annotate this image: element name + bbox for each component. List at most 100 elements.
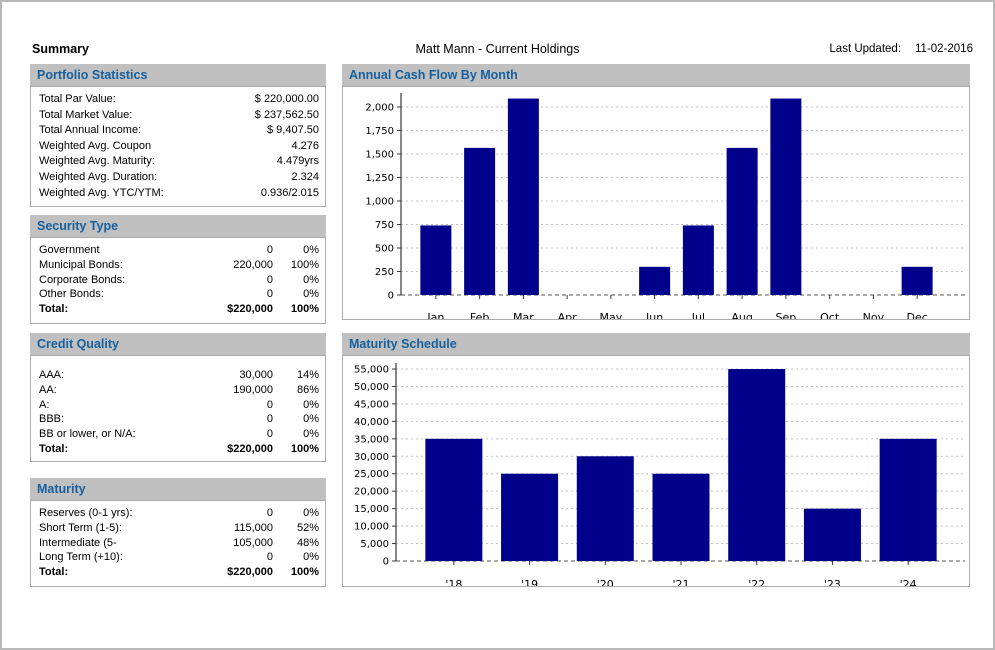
bar-24 bbox=[879, 438, 937, 561]
x-tick-label: '18 bbox=[445, 578, 462, 586]
table-row: Government 0 0% bbox=[31, 243, 325, 258]
row-label: Total: bbox=[39, 566, 69, 579]
table-row: Total: $220,000 100% bbox=[31, 565, 325, 580]
x-tick-label: Sep bbox=[776, 311, 797, 319]
x-tick-label: '20 bbox=[597, 578, 614, 586]
row-pct: 48% bbox=[296, 536, 319, 549]
last-updated-label: Last Updated: bbox=[829, 43, 902, 55]
bar-Jul bbox=[682, 225, 714, 295]
table-row: A: 0 0% bbox=[31, 398, 325, 413]
annual-cash-flow-chart: 0 250 500 750 1,000 1,250 1,500 1,750 2,000 Jan Fe… bbox=[365, 93, 965, 319]
row-label: Corporate Bonds: bbox=[39, 273, 126, 286]
table-row: Total: $220,000 100% bbox=[31, 302, 325, 317]
y-tick-label: 1,500 bbox=[365, 150, 394, 161]
row-value: 2.324 bbox=[291, 170, 319, 183]
table-row: Weighted Avg. Maturity: 4.479yrs bbox=[31, 154, 325, 170]
row-label: Municipal Bonds: bbox=[39, 258, 123, 271]
row-value: $ 9,407.50 bbox=[267, 124, 319, 137]
x-tick-label: Jun bbox=[645, 311, 663, 319]
row-label: A: bbox=[39, 398, 50, 411]
y-tick-label: 40,000 bbox=[354, 417, 389, 428]
table-row: Weighted Avg. Duration: 2.324 bbox=[31, 170, 325, 186]
y-tick-label: 25,000 bbox=[354, 469, 389, 480]
x-tick-label: Apr bbox=[558, 311, 578, 319]
row-pct: 0% bbox=[303, 507, 319, 519]
y-tick-label: 0 bbox=[383, 557, 389, 568]
row-label: Long Term (+10): bbox=[39, 551, 123, 564]
row-label: Weighted Avg. Duration: bbox=[39, 170, 158, 183]
y-tick-label: 5,000 bbox=[360, 539, 389, 550]
row-value: $ 237,562.50 bbox=[254, 108, 319, 121]
row-label: Weighted Avg. YTC/YTM: bbox=[39, 186, 164, 199]
row-label: Total Par Value: bbox=[39, 93, 116, 105]
table-row: BB or lower, or N/A: 0 0% bbox=[31, 427, 325, 442]
y-tick-label: 10,000 bbox=[354, 522, 389, 533]
maturity-schedule-header: Maturity Schedule bbox=[342, 333, 970, 355]
page-title: Summary bbox=[32, 42, 89, 56]
table-row: Weighted Avg. Coupon 4.276 bbox=[31, 139, 325, 155]
table-row: Municipal Bonds: 220,000 100% bbox=[31, 258, 325, 273]
y-tick-label: 20,000 bbox=[354, 487, 389, 498]
row-value: 0.936/2.015 bbox=[260, 186, 319, 199]
y-tick-label: 750 bbox=[375, 220, 394, 231]
y-tick-label: 500 bbox=[375, 244, 394, 255]
credit-quality-table: AAA: 30,000 14% AA: 190,000 86% A: 0 0% BBB: 0 0% BB… bbox=[30, 355, 326, 462]
x-tick-label: Mar bbox=[513, 311, 534, 319]
row-label: Government bbox=[39, 244, 100, 256]
x-tick-label: Jan bbox=[426, 311, 444, 319]
x-tick-label: '24 bbox=[900, 578, 917, 586]
bar-18 bbox=[425, 438, 483, 561]
x-tick-label: '19 bbox=[521, 578, 538, 586]
table-row: Total Market Value: $ 237,562.50 bbox=[31, 108, 325, 124]
y-tick-label: 0 bbox=[388, 291, 394, 302]
row-amount: $220,000 bbox=[227, 566, 273, 579]
y-tick-label: 55,000 bbox=[354, 365, 389, 376]
row-amount: $220,000 bbox=[227, 303, 273, 316]
last-updated: Last Updated: 11-02-2016 bbox=[829, 43, 973, 55]
x-tick-label: Dec bbox=[906, 311, 927, 319]
row-label: Other Bonds: bbox=[39, 288, 104, 301]
table-row: AAA: 30,000 14% bbox=[31, 368, 325, 383]
row-pct: 100% bbox=[290, 258, 319, 271]
table-row: Long Term (+10): 0 0% bbox=[31, 550, 325, 565]
row-pct: 14% bbox=[296, 369, 319, 381]
row-pct: 100% bbox=[290, 303, 319, 316]
row-amount: 0 bbox=[266, 428, 273, 441]
row-pct: 0% bbox=[303, 273, 319, 286]
table-row: Short Term (1-5): 115,000 52% bbox=[31, 521, 325, 536]
row-amount: 220,000 bbox=[233, 258, 273, 271]
row-label: AA: bbox=[39, 383, 57, 396]
row-pct: 0% bbox=[303, 288, 319, 301]
table-row: Other Bonds: 0 0% bbox=[31, 287, 325, 302]
row-pct: 0% bbox=[303, 428, 319, 441]
bar-20 bbox=[576, 456, 634, 561]
maturity-schedule-panel: 0 5,000 10,000 15,000 20,000 25,000 30,000 35,0… bbox=[342, 355, 970, 587]
row-amount: 30,000 bbox=[239, 369, 273, 381]
x-tick-label: '23 bbox=[824, 578, 841, 586]
y-tick-label: 45,000 bbox=[354, 399, 389, 410]
bar-Dec bbox=[901, 266, 933, 295]
row-amount: 190,000 bbox=[233, 383, 273, 396]
report-subject: Matt Mann - Current Holdings bbox=[415, 42, 580, 56]
row-amount: 105,000 bbox=[233, 536, 273, 549]
table-row: Total Par Value: $ 220,000.00 bbox=[31, 92, 325, 108]
maturity-schedule-chart: 0 5,000 10,000 15,000 20,000 25,000 30,000 35,0… bbox=[354, 363, 965, 586]
row-amount: 0 bbox=[266, 398, 273, 411]
portfolio-statistics-header: Portfolio Statistics bbox=[30, 64, 326, 86]
row-amount: 0 bbox=[266, 413, 273, 426]
row-label: Total Annual Income: bbox=[39, 124, 142, 137]
row-pct: 52% bbox=[296, 521, 319, 534]
x-tick-label: Oct bbox=[820, 311, 840, 319]
row-pct: 0% bbox=[303, 398, 319, 411]
table-row: BBB: 0 0% bbox=[31, 412, 325, 427]
table-row: Corporate Bonds: 0 0% bbox=[31, 273, 325, 288]
bar-Jan bbox=[420, 225, 452, 295]
x-tick-label: Jul bbox=[691, 311, 705, 319]
row-label: BBB: bbox=[39, 413, 65, 426]
row-amount: 0 bbox=[266, 273, 273, 286]
x-tick-label: Nov bbox=[863, 311, 885, 319]
bar-Sep bbox=[770, 98, 802, 295]
y-tick-label: 1,750 bbox=[365, 126, 394, 137]
row-amount: 0 bbox=[266, 507, 273, 519]
row-amount: 0 bbox=[266, 551, 273, 564]
